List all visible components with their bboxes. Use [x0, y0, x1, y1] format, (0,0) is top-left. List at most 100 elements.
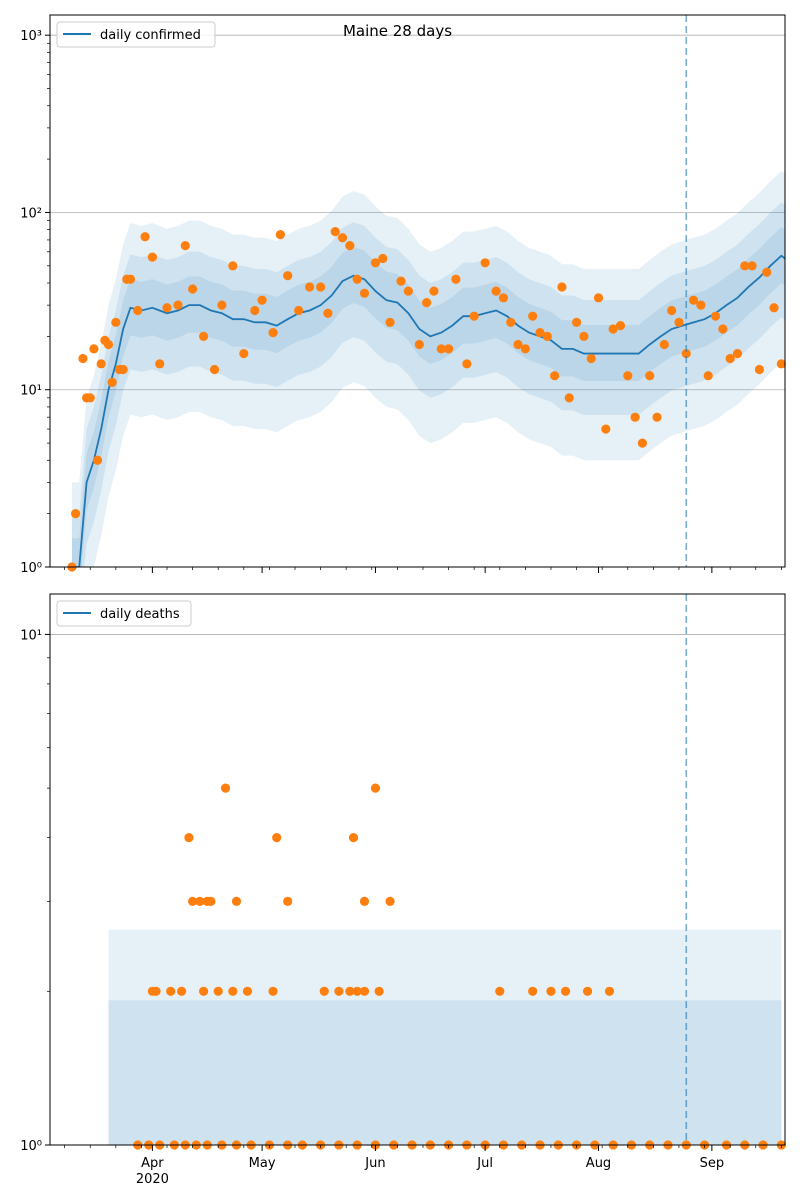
- x-tick-label: Aug: [586, 1156, 611, 1171]
- data-point: [213, 986, 223, 996]
- data-point: [740, 261, 750, 271]
- data-point: [352, 274, 362, 284]
- data-point: [195, 896, 205, 906]
- x-tick-label: Apr: [141, 1156, 164, 1171]
- data-point: [385, 896, 395, 906]
- data-point: [337, 233, 348, 243]
- data-point: [330, 226, 340, 237]
- data-point: [275, 230, 285, 240]
- data-point: [769, 303, 779, 313]
- data-point: [92, 455, 103, 465]
- data-point: [107, 377, 117, 387]
- data-point: [209, 364, 220, 375]
- data-point: [228, 261, 238, 271]
- data-point: [520, 344, 530, 354]
- y-tick-label: 10⁰: [20, 1139, 42, 1154]
- data-point: [608, 324, 618, 334]
- data-point: [560, 986, 571, 996]
- data-point: [173, 300, 183, 310]
- data-point: [667, 305, 677, 316]
- data-point: [345, 986, 355, 996]
- data-point: [747, 261, 757, 271]
- data-point: [593, 293, 604, 303]
- data-point: [604, 986, 615, 996]
- data-point: [268, 328, 278, 338]
- data-point: [696, 300, 706, 310]
- data-point: [513, 339, 523, 350]
- data-point: [283, 896, 293, 906]
- uncertainty-band: [71, 227, 785, 567]
- data-point: [359, 986, 370, 996]
- data-point: [725, 353, 735, 364]
- x-tick-label: Jun: [364, 1156, 385, 1171]
- data-point: [451, 274, 461, 284]
- data-point: [674, 317, 684, 327]
- data-point: [133, 305, 143, 316]
- x-tick-label: Sep: [700, 1156, 725, 1171]
- data-point: [228, 986, 238, 996]
- axes-frame: [49, 593, 786, 1146]
- data-point: [242, 986, 253, 996]
- data-point: [257, 295, 267, 305]
- plot-area: [71, 171, 785, 567]
- data-point: [305, 282, 315, 292]
- data-point: [188, 896, 198, 906]
- data-point: [89, 344, 99, 354]
- data-point: [436, 344, 446, 354]
- data-point: [385, 317, 395, 327]
- data-point: [688, 295, 699, 305]
- data-point: [348, 833, 359, 843]
- data-point: [495, 986, 505, 996]
- data-point: [319, 986, 329, 996]
- data-point: [469, 311, 479, 321]
- data-point: [710, 311, 721, 321]
- x-tick-label: Jul: [476, 1156, 493, 1171]
- uncertainty-band: [108, 1000, 782, 1145]
- data-point: [323, 308, 333, 318]
- data-point: [352, 986, 362, 996]
- data-point: [184, 833, 194, 843]
- data-point: [480, 258, 490, 268]
- data-point: [754, 364, 765, 375]
- legend-label: daily confirmed: [100, 28, 201, 43]
- data-point: [359, 288, 370, 298]
- x-tick-label: May: [249, 1156, 276, 1171]
- data-point: [546, 986, 556, 996]
- data-point: [414, 339, 424, 350]
- data-point: [70, 509, 81, 519]
- data-point: [681, 348, 691, 359]
- data-point: [623, 371, 633, 381]
- data-point: [180, 241, 190, 251]
- data-point: [586, 353, 596, 364]
- legend: daily confirmed: [56, 21, 216, 48]
- uncertainty-band: [108, 929, 782, 1145]
- data-point: [250, 305, 260, 316]
- data-point: [125, 274, 136, 284]
- data-point: [198, 986, 209, 996]
- data-point: [111, 317, 121, 327]
- data-point: [564, 393, 574, 403]
- data-point: [370, 783, 381, 793]
- data-point: [188, 284, 198, 294]
- data-point: [542, 331, 552, 341]
- data-point: [151, 986, 161, 996]
- data-point: [85, 393, 95, 403]
- data-point: [422, 298, 432, 308]
- legend-label: daily deaths: [100, 607, 180, 622]
- data-point: [601, 424, 611, 434]
- data-point: [220, 783, 231, 793]
- data-point: [378, 253, 388, 264]
- data-point: [103, 339, 114, 350]
- data-point: [645, 371, 655, 381]
- data-point: [718, 324, 728, 334]
- data-point: [118, 364, 128, 375]
- uncertainty-band: [71, 202, 785, 567]
- legend: daily deaths: [56, 600, 192, 627]
- axes-frame: [49, 14, 786, 568]
- data-point: [630, 412, 640, 422]
- data-point: [498, 293, 509, 303]
- data-point: [652, 412, 662, 422]
- data-point: [345, 241, 355, 251]
- data-point: [528, 311, 538, 321]
